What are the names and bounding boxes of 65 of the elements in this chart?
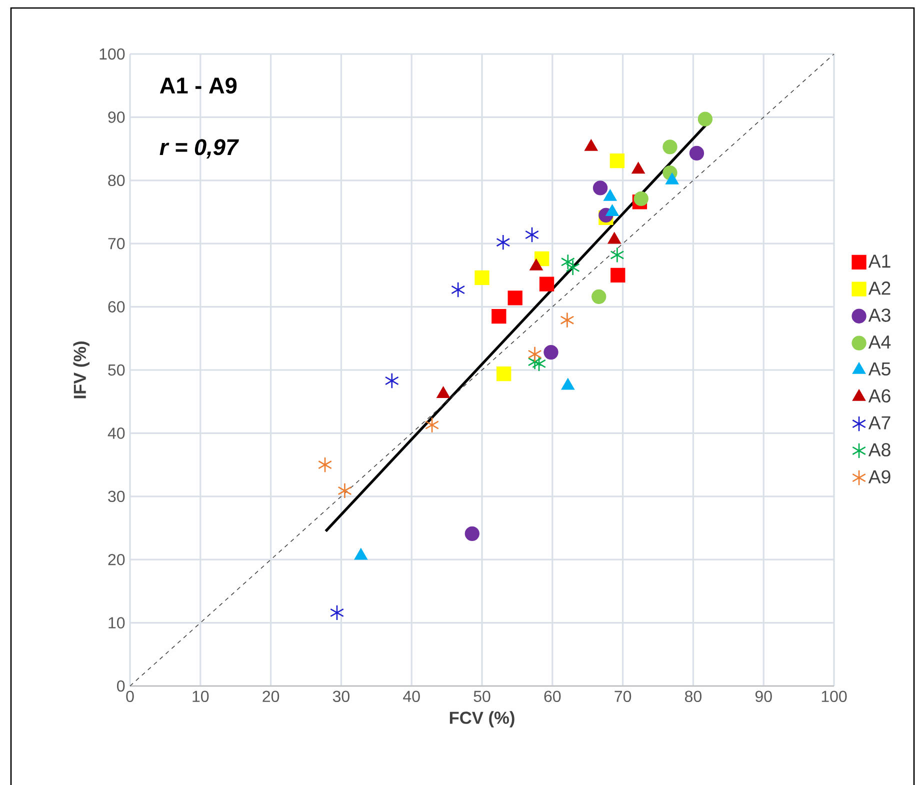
point xyxy=(464,526,480,542)
y-tick-label: 60 xyxy=(108,301,125,312)
y-tick-label: 100 xyxy=(100,48,125,60)
legend-label: A8 xyxy=(868,443,890,456)
point xyxy=(532,356,546,372)
annotation: r = 0,97 xyxy=(160,139,239,158)
annotation: A1 - A9 xyxy=(160,78,237,94)
point xyxy=(560,312,574,328)
point xyxy=(496,234,510,250)
y-tick-label: 90 xyxy=(108,112,125,123)
x-tick-label: 100 xyxy=(822,690,847,702)
y-tick-label: 30 xyxy=(108,490,125,502)
point xyxy=(524,226,540,243)
y-tick-label: 50 xyxy=(108,364,125,376)
x-tick-label: 90 xyxy=(755,690,772,702)
x-tick-label: 20 xyxy=(262,690,280,702)
legend-label: A5 xyxy=(868,362,890,376)
point xyxy=(508,290,522,306)
point xyxy=(474,270,490,286)
legend-label: A2 xyxy=(868,282,890,295)
point xyxy=(338,482,352,499)
x-tick-label: 40 xyxy=(403,690,420,702)
point xyxy=(610,246,624,263)
y-tick-label: 10 xyxy=(108,617,125,628)
point xyxy=(492,308,506,324)
x-axis-title: FCV (%) xyxy=(450,711,514,728)
y-tick-label: 80 xyxy=(108,174,125,186)
legend-label: A4 xyxy=(868,336,891,348)
x-tick-label: 10 xyxy=(192,690,209,702)
x-tick-label: 0 xyxy=(126,690,134,702)
point xyxy=(539,276,554,292)
point xyxy=(592,180,608,196)
x-tick-label: 60 xyxy=(544,690,561,702)
y-axis-title: IFV (%) xyxy=(73,341,90,398)
legend-label: A6 xyxy=(868,389,890,403)
y-tick-label: 20 xyxy=(108,554,125,566)
legend-label: A1 xyxy=(868,254,890,268)
legend-label: A9 xyxy=(868,470,890,484)
point xyxy=(451,282,466,298)
point xyxy=(318,456,332,473)
point xyxy=(560,254,575,270)
point xyxy=(610,268,626,283)
y-tick-label: 70 xyxy=(108,238,125,250)
x-tick-label: 50 xyxy=(474,690,490,702)
point xyxy=(610,153,625,168)
point xyxy=(384,372,399,389)
y-tick-label: 40 xyxy=(108,428,125,439)
point xyxy=(425,416,440,433)
legend-label: A7 xyxy=(868,416,890,430)
point xyxy=(496,366,512,382)
point xyxy=(662,140,678,154)
legend-label: A3 xyxy=(868,308,890,322)
point xyxy=(634,191,648,206)
point xyxy=(436,386,450,398)
point xyxy=(566,260,580,276)
point xyxy=(592,289,606,304)
x-tick-label: 70 xyxy=(614,690,632,702)
point xyxy=(528,346,542,362)
x-tick-label: 30 xyxy=(332,690,350,702)
point xyxy=(544,344,558,360)
y-tick-label: 0 xyxy=(117,680,125,692)
point xyxy=(689,146,704,161)
x-tick-label: 80 xyxy=(685,690,702,702)
point xyxy=(698,112,713,126)
point xyxy=(330,604,344,621)
